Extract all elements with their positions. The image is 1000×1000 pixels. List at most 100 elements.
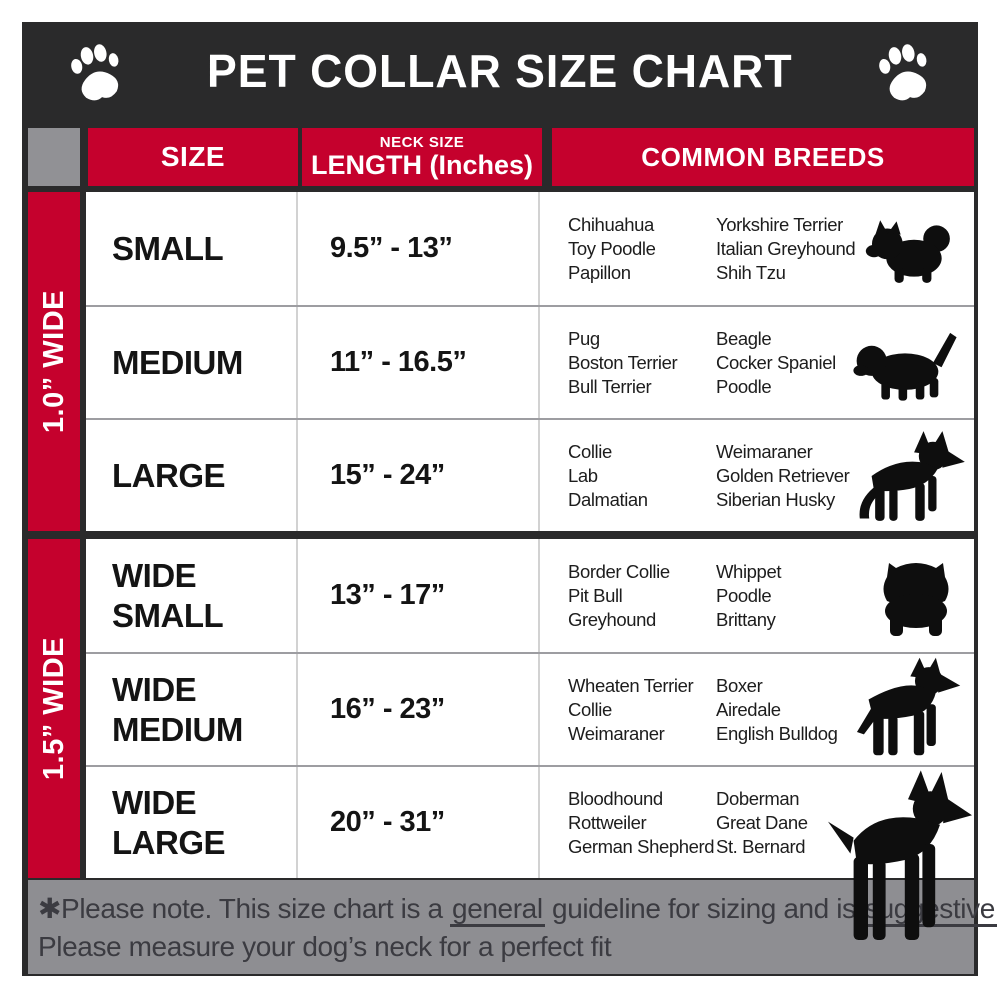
size-value: LARGE [112, 456, 226, 494]
size-value: WIDE LARGE [112, 783, 226, 861]
length-cell: 11” - 16.5” [298, 307, 540, 418]
breed-item: Bloodhound [568, 787, 663, 809]
breed-item: Greyhound [568, 608, 656, 630]
table-row-small: SMALL 9.5” - 13” Chihuahua Toy Poodle Pa… [86, 192, 974, 305]
breed-item: Poodle [716, 584, 772, 606]
section-2-rows: WIDE SMALL 13” - 17” Border Collie Pit B… [86, 539, 974, 940]
breed-list: Chihuahua Toy Poodle Papillon [568, 213, 716, 285]
breed-item: Pug [568, 327, 600, 349]
breed-item: German Shepherd [568, 835, 715, 857]
size-value: MEDIUM [112, 343, 243, 381]
breed-item: Poodle [716, 375, 772, 397]
breed-item: Toy Poodle [568, 237, 656, 259]
doberman-silhouette-icon [812, 770, 972, 950]
length-cell: 15” - 24” [298, 420, 540, 531]
breed-item: Airedale [716, 698, 781, 720]
beagle-silhouette-icon [844, 320, 966, 406]
breed-item: Pit Bull [568, 584, 623, 606]
breed-item: Collie [568, 440, 612, 462]
breed-list: Doberman Great Dane St. Bernard [716, 787, 876, 859]
column-header-neck-size: NECK SIZE LENGTH (Inches) [302, 128, 542, 186]
breed-list: Pug Boston Terrier Bull Terrier [568, 327, 716, 399]
column-header-common-breeds: COMMON BREEDS [552, 128, 974, 186]
breed-item: Dalmatian [568, 488, 648, 510]
breed-list: Wheaten Terrier Collie Weimaraner [568, 674, 716, 746]
breeds-cell: Collie Lab Dalmatian Weimaraner Golden R… [540, 420, 974, 531]
column-header-necksize-label: NECK SIZE [379, 134, 465, 151]
breed-list: Boxer Airedale English Bulldog [716, 674, 876, 746]
disclaimer-text: guideline for sizing and is [544, 893, 864, 924]
section-bar-1-inch-wide: 1.0” WIDE [28, 192, 80, 531]
breed-item: Boxer [716, 674, 763, 696]
table-row-wide-small: WIDE SMALL 13” - 17” Border Collie Pit B… [86, 539, 974, 652]
breeds-cell: Pug Boston Terrier Bull Terrier Beagle C… [540, 307, 974, 418]
section-bar-1-5-inch-wide: 1.5” WIDE [28, 539, 80, 878]
length-cell: 13” - 17” [298, 539, 540, 652]
length-cell: 16” - 23” [298, 654, 540, 765]
breeds-cell: Border Collie Pit Bull Greyhound Whippet… [540, 539, 974, 652]
breed-item: St. Bernard [716, 835, 806, 857]
breed-list: Bloodhound Rottweiler German Shepherd [568, 787, 716, 859]
pit-bull-silhouette-icon [850, 654, 966, 766]
breed-item: Siberian Husky [716, 488, 835, 510]
chart-panel: PET COLLAR SIZE CHART SIZE NECK SIZE LEN… [22, 22, 997, 976]
german-shepherd-silhouette-icon [848, 426, 966, 526]
section-label: 1.0” WIDE [37, 289, 70, 434]
breeds-cell: Bloodhound Rottweiler German Shepherd Do… [540, 767, 974, 940]
column-header-length-label: LENGTH (Inches) [310, 150, 533, 180]
disclaimer-footer: ✱Please note. This size chart is a gener… [28, 880, 997, 974]
paw-print-icon [868, 38, 940, 106]
shih-tzu-silhouette-icon [862, 208, 966, 290]
breeds-cell: Wheaten Terrier Collie Weimaraner Boxer … [540, 654, 974, 765]
disclaimer-text: ✱Please note. This size chart is a [38, 893, 451, 924]
length-value: 11” - 16.5” [330, 346, 467, 378]
breed-item: Wheaten Terrier [568, 674, 694, 696]
breed-item: Golden Retriever [716, 464, 850, 486]
length-value: 16” - 23” [330, 693, 445, 725]
title-bar: PET COLLAR SIZE CHART [22, 22, 978, 120]
length-value: 15” - 24” [330, 459, 445, 491]
size-value: SMALL [112, 229, 224, 267]
section-1-rows: SMALL 9.5” - 13” Chihuahua Toy Poodle Pa… [86, 192, 974, 531]
length-value: 9.5” - 13” [330, 232, 453, 264]
breed-item: Doberman [716, 787, 800, 809]
size-cell: MEDIUM [86, 307, 298, 418]
breed-item: Yorkshire Terrier [716, 213, 843, 235]
table-row-wide-large: WIDE LARGE 20” - 31” Bloodhound Rottweil… [86, 765, 974, 940]
size-value: WIDE SMALL [112, 556, 224, 634]
breed-item: Papillon [568, 261, 631, 283]
length-cell: 20” - 31” [298, 767, 540, 878]
disclaimer-underlined-word: general [450, 893, 545, 927]
breed-item: Shih Tzu [716, 261, 786, 283]
disclaimer-line-1: ✱Please note. This size chart is a gener… [38, 890, 997, 928]
breed-list: Whippet Poodle Brittany [716, 560, 876, 632]
breed-item: Whippet [716, 560, 782, 582]
column-header-size: SIZE [88, 128, 298, 186]
size-cell: LARGE [86, 420, 298, 531]
size-cell: WIDE LARGE [86, 767, 298, 878]
breed-list: Yorkshire Terrier Italian Greyhound Shih… [716, 213, 876, 285]
breed-item: Cocker Spaniel [716, 351, 836, 373]
column-header-size-label: SIZE [160, 141, 226, 172]
table-row-medium: MEDIUM 11” - 16.5” Pug Boston Terrier Bu… [86, 305, 974, 418]
length-value: 20” - 31” [330, 806, 445, 838]
size-cell: WIDE SMALL [86, 539, 298, 652]
breed-item: Border Collie [568, 560, 670, 582]
size-cell: WIDE MEDIUM [86, 654, 298, 765]
breed-item: Great Dane [716, 811, 808, 833]
breed-list: Weimaraner Golden Retriever Siberian Hus… [716, 440, 876, 512]
breed-item: Weimaraner [568, 722, 665, 744]
breed-item: Beagle [716, 327, 772, 349]
paw-print-icon [60, 38, 132, 106]
breed-list: Collie Lab Dalmatian [568, 440, 716, 512]
breed-item: Weimaraner [716, 440, 813, 462]
size-value: WIDE MEDIUM [112, 670, 243, 748]
header-corner-cell [28, 128, 80, 186]
breeds-cell: Chihuahua Toy Poodle Papillon Yorkshire … [540, 192, 974, 305]
page-title: PET COLLAR SIZE CHART [207, 45, 793, 97]
table-row-large: LARGE 15” - 24” Collie Lab Dalmatian Wei… [86, 418, 974, 531]
column-header-breeds-label: COMMON BREEDS [641, 141, 885, 172]
breed-item: Rottweiler [568, 811, 647, 833]
breed-item: Boston Terrier [568, 351, 678, 373]
breed-item: Bull Terrier [568, 375, 652, 397]
